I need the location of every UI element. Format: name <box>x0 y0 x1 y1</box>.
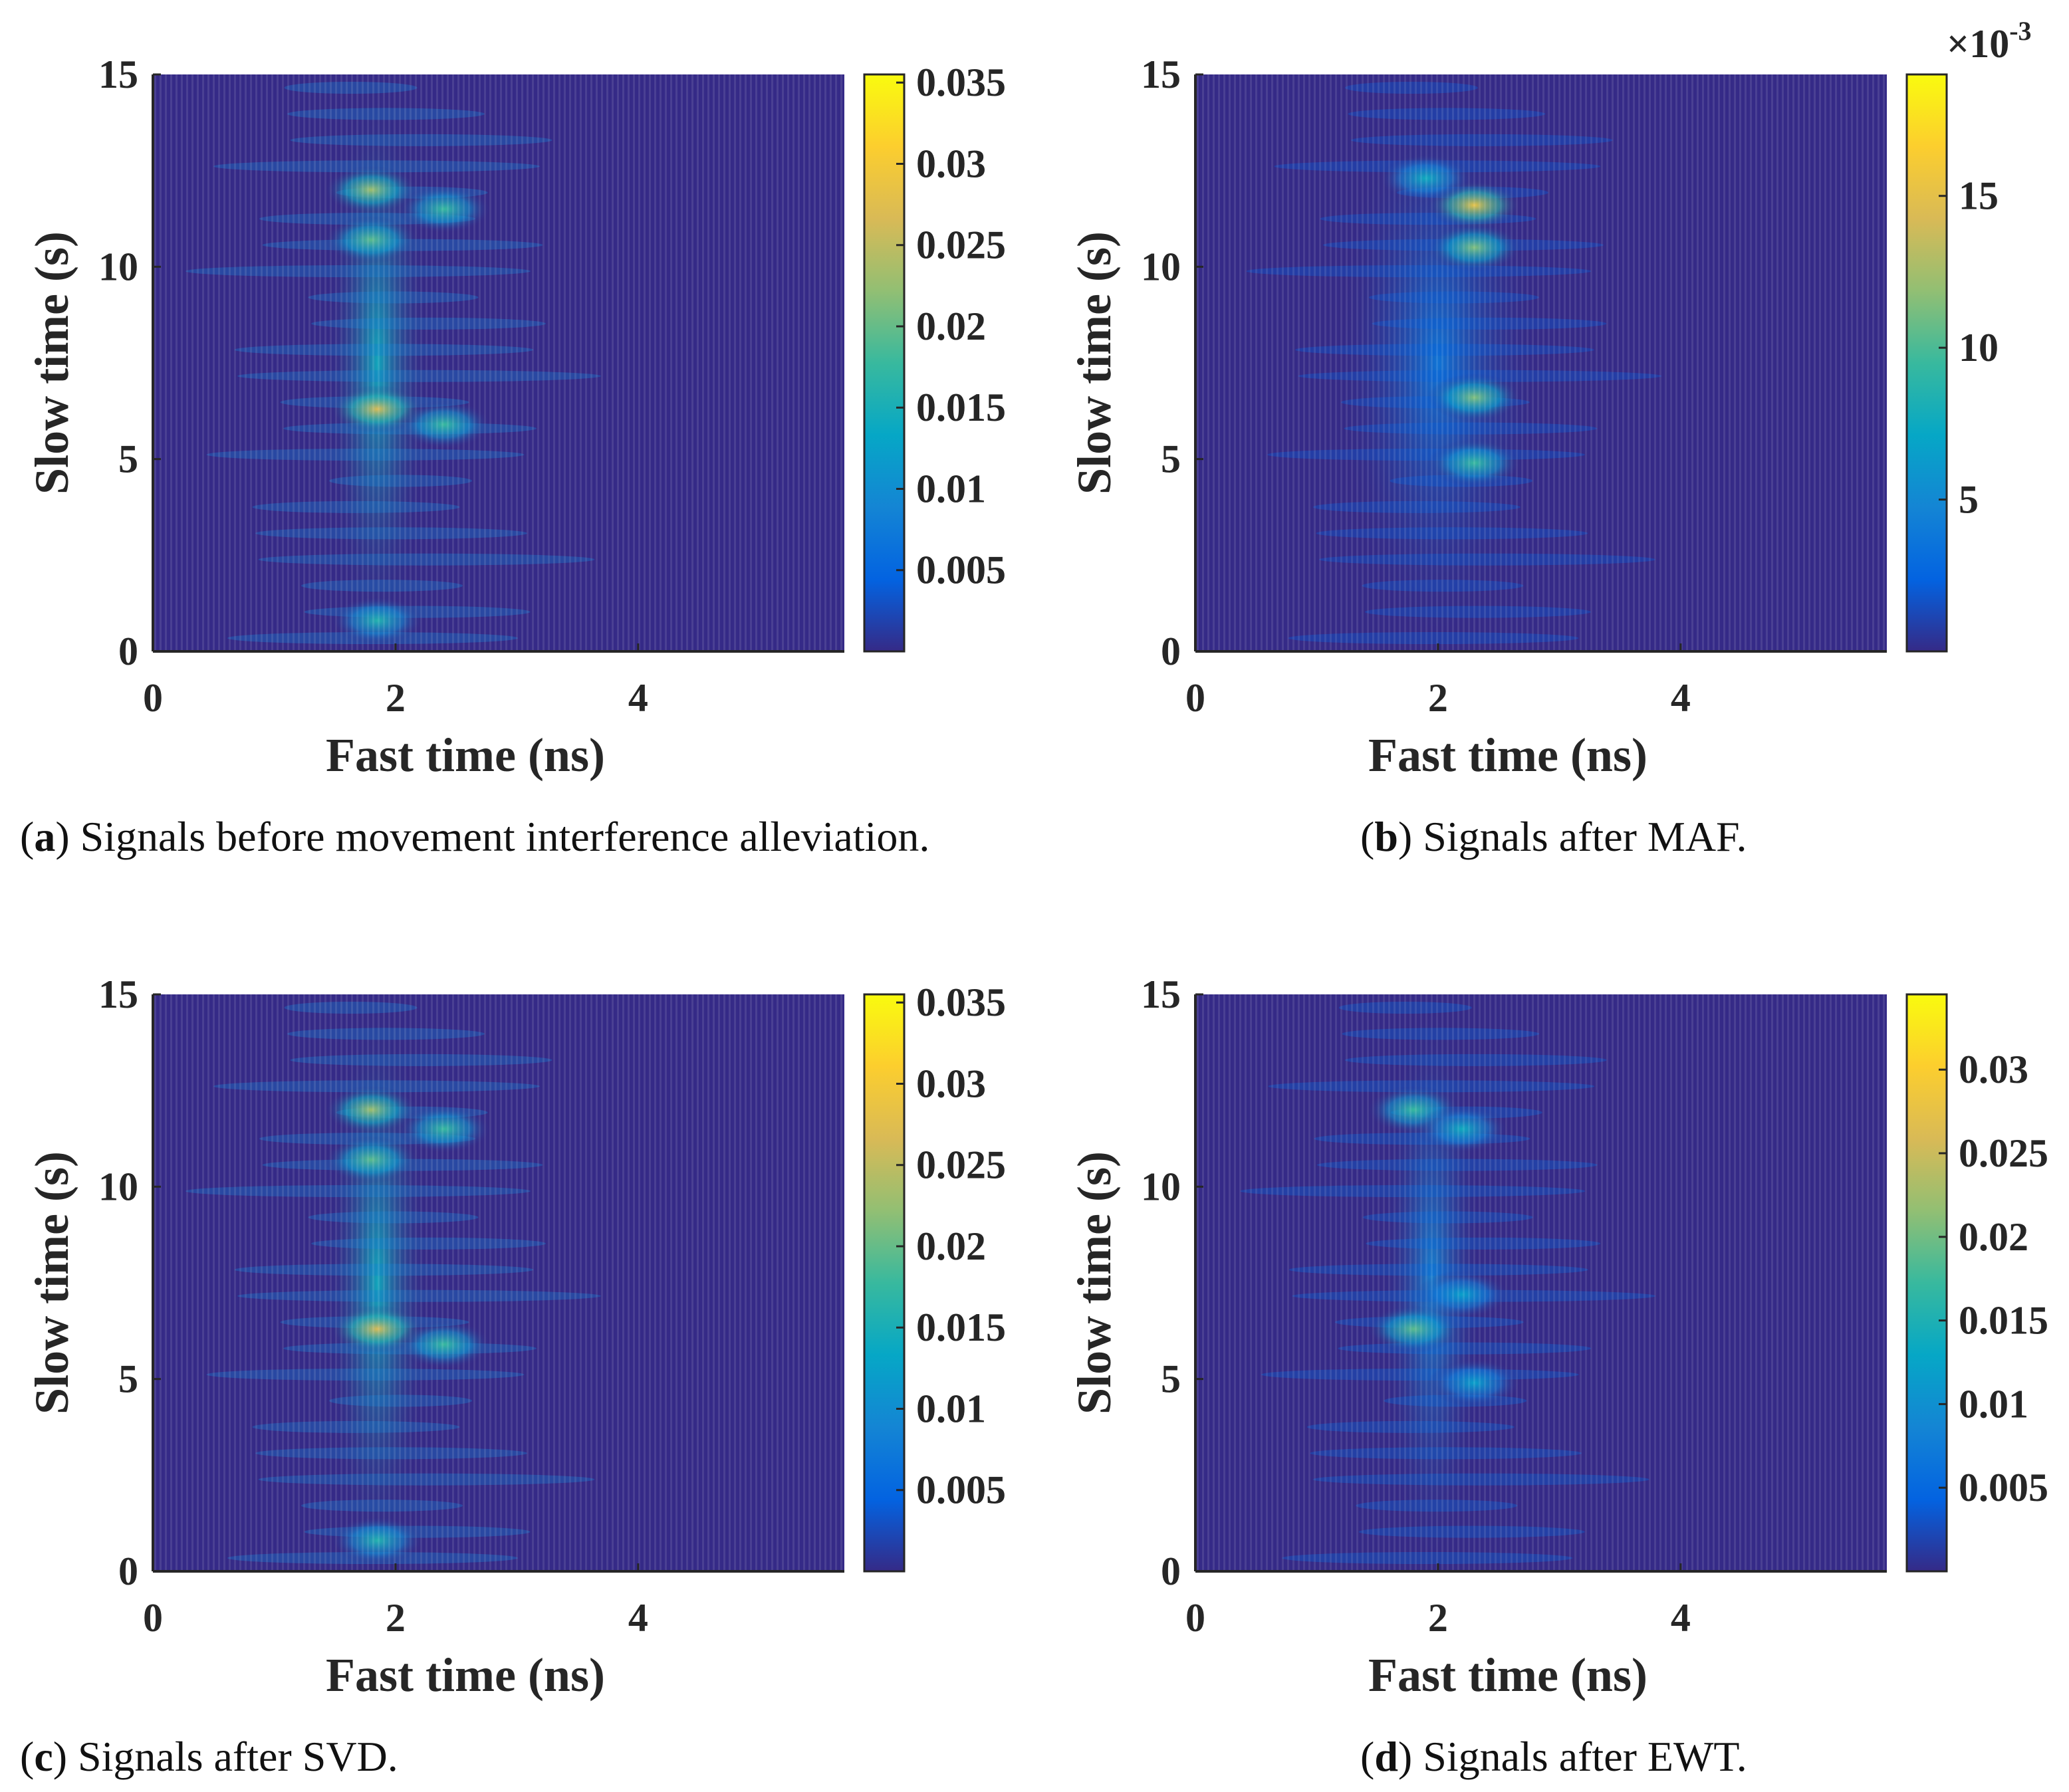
caption-paren: ) <box>55 813 69 860</box>
y-axis-label: Slow time (s) <box>1068 231 1121 495</box>
panel-a: 0 2 4 0 5 10 15 Fast time (ns) Slow time (s) 0.00… <box>20 53 1006 860</box>
texture <box>153 994 844 1571</box>
panel-d: 0 2 4 0 5 10 15 Fast time (ns) Slow time (s) 0.00… <box>1068 972 2048 1780</box>
x-tick-label: 0 <box>143 1596 163 1640</box>
y-axis-label: Slow time (s) <box>1068 1151 1121 1414</box>
heatmap-field-a <box>153 74 844 651</box>
colorbar-tick-label: 15 <box>1959 174 1999 218</box>
x-tick-label: 2 <box>386 1596 406 1640</box>
colorbar-tick-label: 0.025 <box>916 1143 1006 1187</box>
panel-b: 0 2 4 0 5 10 15 Fast time (ns) Slow time (s) 5 10 1… <box>1068 16 2032 860</box>
panel-c: 0 2 4 0 5 10 15 Fast time (ns) Slow time (s) 0.00… <box>20 972 1006 1780</box>
x-tick-label: 4 <box>628 676 648 720</box>
texture <box>1195 994 1887 1571</box>
y-tick-label: 5 <box>1161 437 1181 481</box>
x-tick-label: 2 <box>1428 676 1448 720</box>
colorbar-tick-label: 0.03 <box>916 142 986 185</box>
heatmap-field-d <box>1195 994 1887 1571</box>
y-tick-label: 5 <box>1161 1357 1181 1401</box>
y-tick-label: 0 <box>1161 1549 1181 1593</box>
colorbar-tick-label: 0.015 <box>916 1305 1006 1349</box>
caption-text: Signals after SVD. <box>67 1733 398 1780</box>
colorbar-tick-label: 0.005 <box>916 548 1006 592</box>
x-tick-label: 2 <box>1428 1596 1448 1640</box>
caption-a: (a) Signals before movement interference… <box>20 813 929 860</box>
colorbar-tick-label: 0.03 <box>1959 1048 2028 1091</box>
colorbar-tick-label: 0.025 <box>1959 1131 2048 1175</box>
y-tick-label: 10 <box>98 245 138 288</box>
caption-paren: ) <box>53 1733 67 1780</box>
x-tick-label: 0 <box>1185 676 1205 720</box>
x-tick-label: 2 <box>386 676 406 720</box>
caption-paren: ( <box>1360 1733 1374 1780</box>
x-axis-label: Fast time (ns) <box>326 1648 605 1702</box>
colorbar-tick-label: 0.01 <box>1959 1382 2028 1426</box>
colorbar-tick-label: 0.02 <box>916 304 986 348</box>
y-tick-label: 0 <box>118 1549 138 1593</box>
colorbar-b <box>1905 73 1948 653</box>
colorbar-tick-label: 10 <box>1959 326 1999 370</box>
x-tick-label: 4 <box>1671 1596 1691 1640</box>
x-tick-label: 0 <box>1185 1596 1205 1640</box>
texture <box>1195 74 1887 651</box>
caption-paren: ) <box>1398 813 1412 860</box>
colorbar-tick-label: 0.015 <box>916 386 1006 429</box>
y-axis-label: Slow time (s) <box>25 231 78 495</box>
y-tick-label: 15 <box>1141 53 1181 96</box>
y-tick-label: 10 <box>1141 245 1181 288</box>
colorbar-tick-label: 0.02 <box>1959 1215 2028 1259</box>
caption-paren: ( <box>1360 813 1374 860</box>
caption-b: (b) Signals after MAF. <box>1360 813 1747 860</box>
caption-paren: ) <box>1398 1733 1412 1780</box>
heatmap-field-b <box>1195 74 1887 651</box>
heatmap-field-c <box>153 994 844 1571</box>
caption-d: (d) Signals after EWT. <box>1360 1733 1747 1780</box>
x-tick-label: 0 <box>143 676 163 720</box>
y-axis-label: Slow time (s) <box>25 1151 78 1414</box>
colorbar-tick-label: 0.03 <box>916 1062 986 1105</box>
colorbar-c <box>863 993 906 1573</box>
colorbar-tick-label: 5 <box>1959 478 1979 522</box>
colorbar-tick-label: 0.01 <box>916 467 986 510</box>
y-tick-label: 5 <box>118 437 138 481</box>
colorbar-tick-label: 0.005 <box>916 1468 1006 1512</box>
x-axis-label: Fast time (ns) <box>1368 1648 1647 1702</box>
colorbar-tick-label: 0.01 <box>916 1387 986 1430</box>
caption-letter: a <box>34 813 55 860</box>
caption-c: (c) Signals after SVD. <box>20 1733 398 1780</box>
y-tick-label: 0 <box>1161 629 1181 673</box>
caption-paren: ( <box>20 813 34 860</box>
y-tick-label: 5 <box>118 1357 138 1401</box>
y-tick-label: 10 <box>1141 1165 1181 1208</box>
y-tick-label: 0 <box>118 629 138 673</box>
caption-text: Signals after MAF. <box>1412 813 1747 860</box>
caption-letter: c <box>34 1733 53 1780</box>
caption-text: Signals before movement interference all… <box>70 813 930 860</box>
colorbar-tick-label: 0.015 <box>1959 1299 2048 1343</box>
caption-paren: ( <box>20 1733 34 1780</box>
x-tick-label: 4 <box>628 1596 648 1640</box>
y-tick-label: 15 <box>98 53 138 96</box>
colorbar-tick-label: 0.035 <box>916 980 1006 1024</box>
colorbar-a <box>863 73 906 653</box>
colorbar-tick-label: 0.025 <box>916 223 1006 267</box>
x-axis-label: Fast time (ns) <box>326 728 605 782</box>
texture <box>153 74 844 651</box>
colorbar-exponent-power: -3 <box>2009 16 2031 46</box>
colorbar-tick-label: 0.02 <box>916 1224 986 1268</box>
caption-text: Signals after EWT. <box>1412 1733 1747 1780</box>
y-tick-label: 15 <box>98 972 138 1016</box>
x-axis-label: Fast time (ns) <box>1368 728 1647 782</box>
y-tick-label: 15 <box>1141 972 1181 1016</box>
colorbar-tick-label: 0.005 <box>1959 1466 2048 1510</box>
colorbar-d <box>1905 993 1948 1573</box>
x-tick-label: 4 <box>1671 676 1691 720</box>
caption-letter: b <box>1374 813 1398 860</box>
colorbar-tick-label: 0.035 <box>916 60 1006 104</box>
caption-letter: d <box>1374 1733 1398 1780</box>
colorbar-exponent: ×10-3 <box>1947 16 2032 66</box>
y-tick-label: 10 <box>98 1165 138 1208</box>
